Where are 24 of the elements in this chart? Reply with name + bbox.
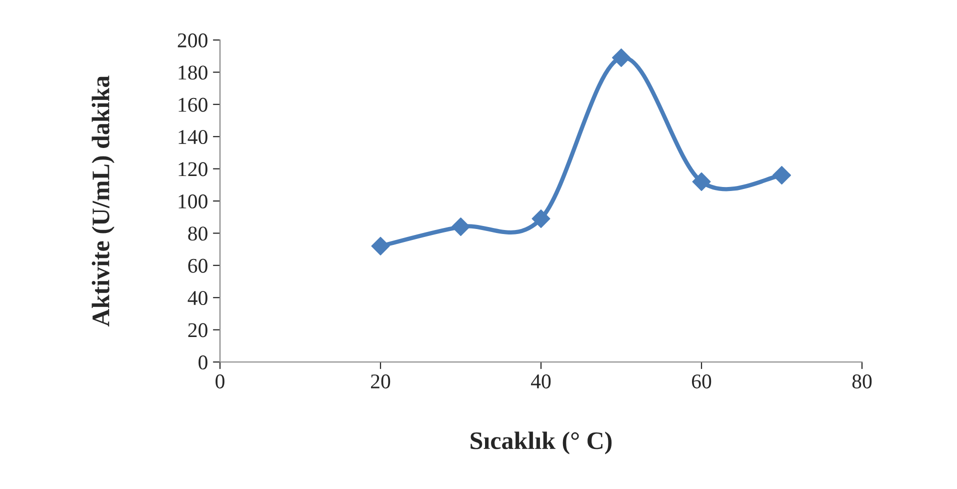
point: [532, 209, 550, 228]
y-tick-label: 80: [188, 226, 208, 241]
y-tick-label: 0: [198, 355, 208, 370]
point: [451, 217, 470, 236]
x-tick-label: 20: [371, 374, 390, 388]
point: [692, 172, 711, 191]
y-tick-label: 40: [188, 290, 208, 306]
y-tick-label: 160: [178, 98, 208, 112]
point: [612, 48, 631, 67]
y-tick-label: 180: [178, 66, 208, 80]
point: [371, 236, 390, 256]
y-tick-label: 60: [188, 258, 208, 273]
y-tick-label: 140: [178, 130, 208, 144]
y-axis-title: Aktivite (U/mL) dakika: [92, 76, 114, 326]
y-tick-label: 120: [178, 162, 208, 176]
point: [772, 166, 792, 185]
y-tick-label: 100: [178, 194, 208, 208]
y-tick-label: 20: [188, 323, 208, 338]
x-tick-label: 40: [530, 374, 551, 388]
x-axis-title: Sıcaklık (° C): [470, 432, 612, 454]
x-tick-label: 80: [852, 374, 872, 388]
x-tick-label: 0: [216, 374, 224, 388]
y-tick-label: 200: [178, 33, 208, 48]
x-tick-label: 60: [692, 374, 712, 388]
